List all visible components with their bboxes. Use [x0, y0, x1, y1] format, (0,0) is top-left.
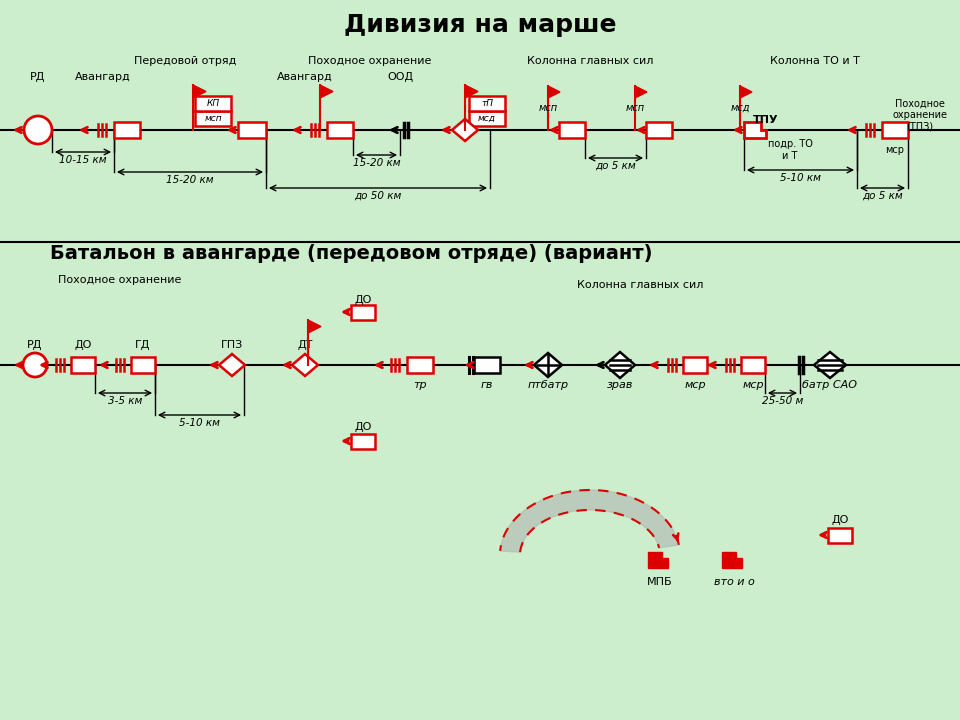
Text: 5-10 км: 5-10 км — [179, 418, 220, 428]
Text: до 50 км: до 50 км — [354, 191, 401, 201]
Circle shape — [23, 353, 47, 377]
Polygon shape — [605, 352, 635, 378]
Text: 10-15 км: 10-15 км — [60, 155, 107, 165]
Polygon shape — [744, 122, 766, 138]
Polygon shape — [452, 119, 478, 141]
FancyBboxPatch shape — [469, 111, 505, 126]
Polygon shape — [292, 354, 318, 376]
FancyBboxPatch shape — [71, 357, 95, 373]
Text: тП: тП — [481, 99, 493, 108]
Text: до 5 км: до 5 км — [595, 161, 636, 171]
FancyBboxPatch shape — [741, 357, 765, 373]
Text: Авангард: Авангард — [75, 72, 131, 82]
Text: ТПУ: ТПУ — [754, 115, 779, 125]
FancyBboxPatch shape — [407, 357, 433, 373]
Polygon shape — [219, 354, 245, 376]
Text: вто и о: вто и о — [713, 577, 755, 587]
Text: гв: гв — [481, 380, 493, 390]
Polygon shape — [635, 86, 647, 98]
Text: РД: РД — [27, 340, 42, 350]
Polygon shape — [534, 353, 562, 377]
Text: 15-20 км: 15-20 км — [352, 158, 400, 168]
FancyBboxPatch shape — [327, 122, 353, 138]
Text: ДТ: ДТ — [298, 340, 313, 350]
Text: КП: КП — [206, 99, 220, 108]
FancyBboxPatch shape — [882, 122, 908, 138]
Polygon shape — [308, 320, 321, 333]
FancyBboxPatch shape — [469, 96, 505, 111]
Text: подр. ТО
и Т: подр. ТО и Т — [768, 139, 812, 161]
Text: Походное охранение: Походное охранение — [59, 275, 181, 285]
FancyBboxPatch shape — [351, 305, 375, 320]
Text: ДО: ДО — [354, 295, 372, 305]
Polygon shape — [548, 86, 560, 98]
FancyBboxPatch shape — [238, 122, 266, 138]
Text: Походное
охранение
(ТПЗ): Походное охранение (ТПЗ) — [893, 99, 948, 132]
Text: 15-20 км: 15-20 км — [166, 175, 214, 185]
Text: мсп: мсп — [539, 103, 558, 113]
Polygon shape — [193, 85, 206, 98]
Text: Колонна ТО и Т: Колонна ТО и Т — [770, 56, 860, 66]
Text: мсп: мсп — [204, 114, 222, 123]
Text: мср: мср — [684, 380, 706, 390]
Text: 5-10 км: 5-10 км — [780, 173, 821, 183]
Text: мср: мср — [885, 145, 904, 155]
FancyBboxPatch shape — [474, 357, 500, 373]
Text: мсд: мсд — [731, 103, 750, 113]
Polygon shape — [740, 86, 752, 98]
Text: мсд: мсд — [478, 114, 496, 123]
Text: Колонна главных сил: Колонна главных сил — [527, 56, 653, 66]
Text: ГД: ГД — [135, 340, 151, 350]
Text: ДО: ДО — [831, 515, 849, 525]
Text: мср: мср — [742, 380, 764, 390]
Text: Колонна главных сил: Колонна главных сил — [577, 280, 703, 290]
Text: Батальон в авангарде (передовом отряде) (вариант): Батальон в авангарде (передовом отряде) … — [50, 244, 653, 263]
Polygon shape — [500, 490, 679, 552]
Text: ООД: ООД — [387, 72, 413, 82]
Text: ГПЗ: ГПЗ — [221, 340, 243, 350]
FancyBboxPatch shape — [646, 122, 672, 138]
Text: батр САО: батр САО — [803, 380, 857, 390]
Text: мсп: мсп — [625, 103, 644, 113]
FancyBboxPatch shape — [195, 96, 231, 111]
FancyBboxPatch shape — [131, 357, 155, 373]
Text: МПБ: МПБ — [647, 577, 673, 587]
Text: РД: РД — [31, 72, 46, 82]
Text: 25-50 м: 25-50 м — [762, 396, 804, 406]
Polygon shape — [814, 352, 846, 378]
Text: птбатр: птбатр — [527, 380, 568, 390]
Text: 3-5 км: 3-5 км — [108, 396, 142, 406]
Text: ДО: ДО — [354, 422, 372, 432]
FancyBboxPatch shape — [683, 357, 707, 373]
Polygon shape — [320, 85, 333, 98]
Text: Передовой отряд: Передовой отряд — [133, 56, 236, 66]
FancyBboxPatch shape — [828, 528, 852, 542]
FancyBboxPatch shape — [351, 433, 375, 449]
Text: Авангард: Авангард — [277, 72, 333, 82]
Polygon shape — [648, 552, 668, 568]
Polygon shape — [465, 85, 478, 98]
FancyBboxPatch shape — [559, 122, 585, 138]
Text: зрав: зрав — [607, 380, 634, 390]
Circle shape — [24, 116, 52, 144]
Text: ДО: ДО — [74, 340, 92, 350]
FancyBboxPatch shape — [195, 111, 231, 126]
FancyBboxPatch shape — [114, 122, 140, 138]
Text: Дивизия на марше: Дивизия на марше — [344, 13, 616, 37]
Text: Походное охранение: Походное охранение — [308, 56, 432, 66]
Polygon shape — [722, 552, 742, 568]
Text: тр: тр — [413, 380, 427, 390]
Text: до 5 км: до 5 км — [862, 191, 902, 201]
